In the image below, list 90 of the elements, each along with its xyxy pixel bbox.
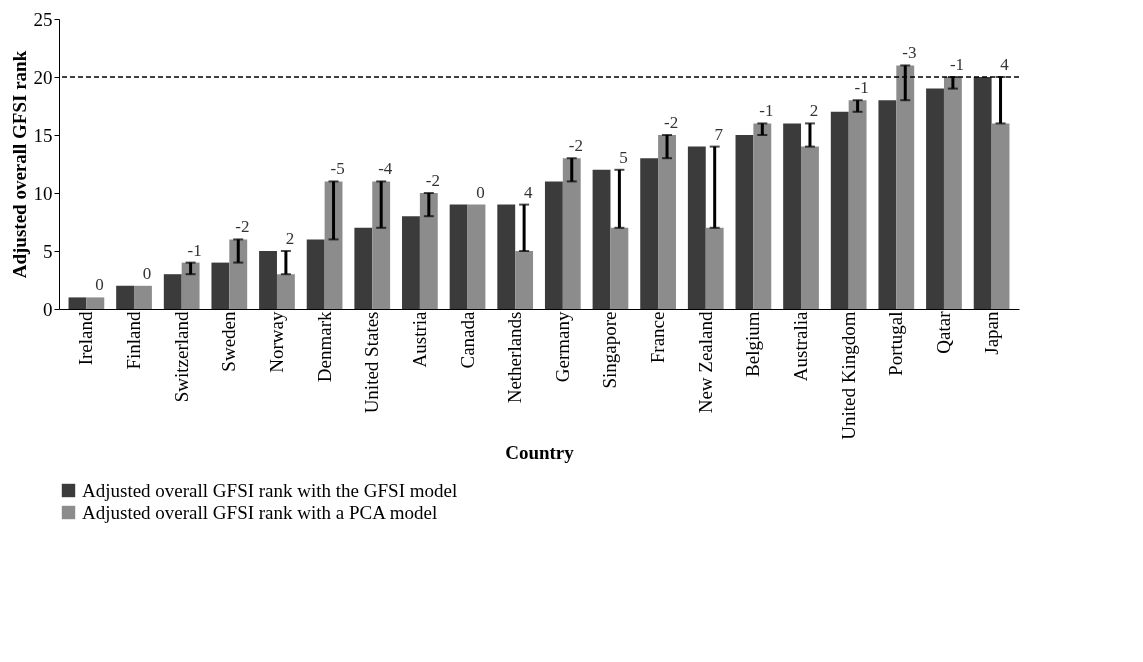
bar [116, 285, 135, 309]
y-tick-label: 20 [33, 66, 53, 88]
y-axis-title: Adjusted overall GFSI rank [8, 50, 30, 279]
annotation: 0 [476, 182, 485, 202]
x-tick-label: Netherlands [504, 311, 526, 404]
bar [86, 297, 105, 309]
bar [610, 227, 629, 309]
legend-label: Adjusted overall GFSI rank with a PCA model [82, 501, 438, 523]
y-tick-label: 10 [33, 182, 53, 204]
annotation: -1 [949, 55, 965, 74]
bar [735, 135, 754, 309]
annotation: -1 [854, 78, 869, 98]
bar [449, 204, 468, 309]
bar [640, 158, 659, 309]
bar [497, 204, 516, 309]
x-tick-label: Portugal [885, 311, 907, 376]
x-tick-label: Qatar [932, 310, 954, 354]
bar [181, 262, 200, 309]
y-tick-label: 25 [33, 8, 53, 30]
annotation: 7 [714, 124, 724, 144]
bar [830, 111, 849, 309]
bar [276, 274, 295, 309]
bar [306, 239, 325, 309]
x-tick-label: Australia [790, 310, 812, 382]
y-tick-label: 15 [33, 124, 53, 146]
annotation: 4 [523, 182, 533, 202]
bar [68, 297, 87, 309]
annotation: -5 [330, 159, 345, 179]
bar [515, 251, 534, 309]
bar [801, 146, 819, 309]
bar [211, 262, 230, 309]
bar [163, 274, 182, 309]
bar [134, 285, 152, 309]
x-tick-label: Switzerland [170, 311, 192, 403]
bar [562, 158, 581, 309]
y-tick-label: 5 [43, 240, 53, 262]
bar [943, 77, 962, 309]
x-tick-label: Japan [980, 311, 1002, 355]
annotation: 4 [1000, 55, 1010, 74]
annotation: -1 [759, 101, 774, 121]
annotation: -2 [425, 171, 440, 190]
x-tick-label: Sweden [218, 311, 240, 372]
bar [991, 123, 1010, 309]
bar [753, 123, 772, 309]
annotation: -2 [664, 113, 679, 132]
legend-label: Adjusted overall GFSI rank with the GFSI model [82, 479, 458, 501]
annotation: 2 [809, 101, 819, 121]
x-tick-label: Singapore [599, 311, 621, 389]
bar [848, 100, 867, 309]
bar [687, 146, 706, 309]
bar [973, 77, 992, 309]
annotation: 2 [285, 229, 295, 248]
bar [259, 251, 277, 309]
x-tick-label: Ireland [75, 311, 97, 366]
bar [705, 227, 724, 309]
bar [658, 135, 676, 309]
annotation: 5 [619, 147, 628, 167]
x-tick-label: France [647, 311, 669, 364]
annotation: -1 [187, 240, 202, 260]
bar [544, 181, 563, 309]
bar [324, 181, 343, 309]
bar [926, 88, 944, 309]
bar [419, 193, 438, 309]
annotation: -3 [902, 43, 917, 63]
bar [372, 181, 391, 309]
bar [354, 227, 373, 309]
x-tick-label: United States [361, 311, 383, 414]
annotation: 0 [142, 263, 152, 283]
bar [896, 65, 915, 309]
bar [592, 169, 611, 309]
x-tick-label: New Zealand [694, 311, 716, 414]
x-tick-label: Norway [265, 311, 287, 373]
y-tick-label: 0 [43, 298, 53, 320]
annotation: -2 [568, 136, 583, 156]
x-tick-label: Denmark [313, 311, 335, 383]
annotation: -2 [235, 217, 250, 237]
x-tick-label: Germany [551, 311, 573, 383]
bar [229, 239, 248, 309]
x-tick-label: Canada [456, 310, 478, 369]
bar [402, 216, 420, 309]
bar [783, 123, 802, 309]
annotation: -4 [378, 159, 393, 179]
x-tick-label: Belgium [742, 311, 764, 377]
x-tick-label: Finland [123, 311, 145, 370]
bar [878, 100, 897, 309]
x-tick-label: Austria [408, 310, 430, 368]
x-axis-title: Country [505, 441, 575, 463]
annotation: 0 [95, 275, 104, 295]
bar [467, 204, 486, 309]
x-tick-label: United Kingdom [837, 311, 859, 440]
